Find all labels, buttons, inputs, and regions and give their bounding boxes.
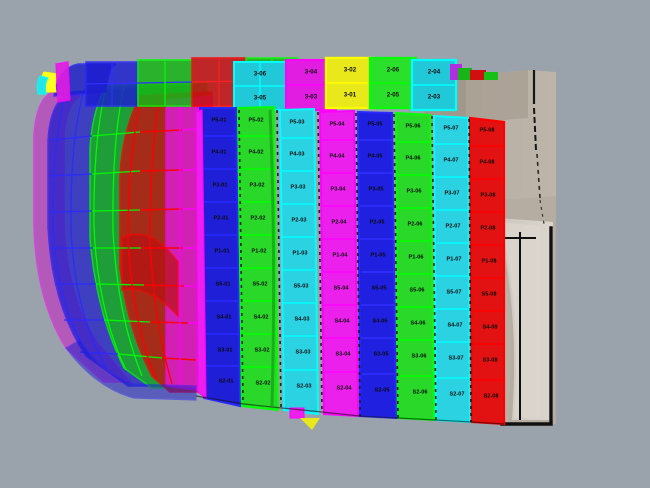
gridlines-red	[127, 93, 197, 385]
column-body	[318, 109, 360, 418]
column-body	[278, 107, 320, 416]
fillet-red-curve	[121, 233, 179, 318]
plate-column-red-1[interactable]: P5-08 P4-08 P3-08 P2-08 P1-08 S5-08 S4-0…	[468, 116, 506, 426]
bottom-nub-magenta	[289, 407, 305, 419]
column-row-dividers	[281, 137, 317, 371]
column-shadow-edge	[268, 109, 276, 407]
corner-marker-cyan	[36, 75, 49, 95]
corner-marker-magenta	[55, 61, 71, 103]
column-row-dividers	[201, 135, 239, 367]
column-row-dividers	[239, 135, 277, 368]
plate-column-magenta-1[interactable]: P5-04 P4-04 P3-04 P2-04 P1-04 S5-04 S4-0…	[318, 109, 360, 418]
column-row-dividers	[471, 145, 504, 381]
assembly-bottom-edge	[195, 395, 505, 425]
plate-column-green-1[interactable]: P5-02 P4-02 P3-02 P2-02 P1-02 S5-02 S4-0…	[236, 105, 280, 412]
column-body	[468, 116, 506, 426]
top-cell-group-cyan-2[interactable]: 2-04 2-03	[410, 58, 458, 112]
bottom-sweep-blue	[65, 339, 197, 401]
column-body	[394, 111, 436, 422]
plate-column-green-2[interactable]: P5-06 P4-06 P3-06 P2-06 P1-06 S5-06 S4-0…	[394, 111, 436, 422]
nub-green	[458, 68, 472, 80]
corner-marker[interactable]	[36, 61, 71, 103]
top-cell-grid	[234, 62, 286, 110]
curved-bow-mesh[interactable]	[33, 57, 299, 401]
plate-column-blue-2[interactable]: P5-05 P4-05 P3-05 P2-05 P1-05 S5-05 S4-0…	[356, 110, 398, 420]
top-grid-h1	[85, 81, 193, 85]
top-cell-group-green[interactable]: 2-06 2-05	[368, 56, 418, 110]
plate-column-cyan-2[interactable]: P5-07 P4-07 P3-07 P2-07 P1-07 S5-07 S4-0…	[432, 114, 472, 424]
nub-red	[470, 70, 486, 80]
backplate-outline-right	[500, 226, 553, 426]
top-cell-group-cyan-1[interactable]: 3-06 3-05	[233, 61, 287, 111]
gridlines-green	[91, 85, 163, 377]
column-row-dividers	[435, 143, 470, 379]
column-row-dividers	[321, 139, 357, 373]
top-label-band[interactable]: 3-06 3-05 3-04 3-03 3-02	[233, 56, 498, 112]
nub-green-2	[484, 72, 498, 80]
gridlines-blue	[49, 89, 119, 369]
top-cell-group-yellow[interactable]: 3-02 3-01	[324, 56, 376, 110]
column-body	[356, 110, 398, 420]
column-seams	[238, 109, 472, 423]
column-row-dividers	[397, 141, 433, 377]
column-row-dividers	[359, 139, 395, 375]
bottom-nub-yellow	[300, 418, 320, 430]
backplate-edge-mark-dash	[533, 107, 537, 151]
plate-column-cyan-1[interactable]: P5-03 P4-03 P3-03 P2-03 P1-03 S5-03 S4-0…	[278, 107, 320, 416]
column-body	[432, 114, 472, 424]
